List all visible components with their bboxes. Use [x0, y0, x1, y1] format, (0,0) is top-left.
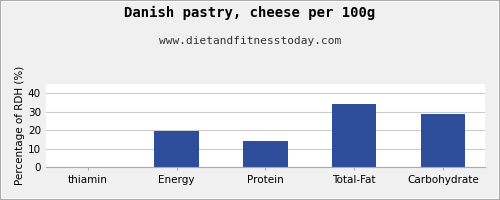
Bar	[420, 114, 465, 167]
Y-axis label: Percentage of RDH (%): Percentage of RDH (%)	[15, 66, 25, 185]
Bar	[154, 131, 199, 167]
Text: www.dietandfitnesstoday.com: www.dietandfitnesstoday.com	[159, 36, 341, 46]
Text: Danish pastry, cheese per 100g: Danish pastry, cheese per 100g	[124, 6, 376, 20]
Bar	[332, 104, 376, 167]
Bar	[243, 141, 288, 167]
